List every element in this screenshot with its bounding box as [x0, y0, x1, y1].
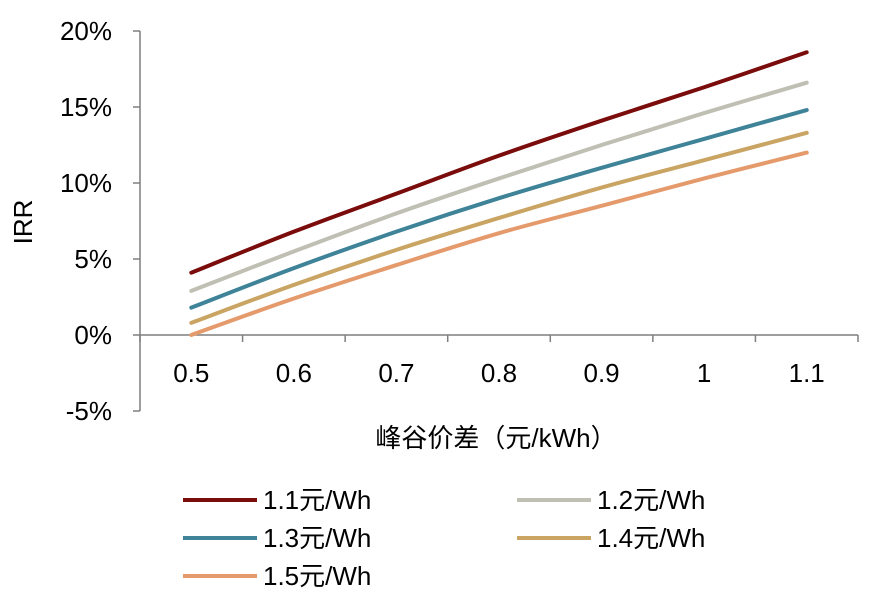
legend-label: 1.5元/Wh	[263, 561, 371, 591]
legend-label: 1.4元/Wh	[597, 523, 705, 553]
x-axis-title: 峰谷价差（元/kWh）	[375, 423, 616, 453]
legend: 1.1元/Wh 1.2元/Wh 1.3元/Wh 1.4元/Wh 1.5元/Wh	[183, 485, 705, 591]
series-line	[189, 108, 809, 310]
series-lines	[189, 50, 809, 337]
y-tick-label: 0%	[74, 320, 112, 350]
x-tick-label: 1.1	[789, 358, 825, 388]
y-tick-label: 20%	[60, 16, 112, 46]
x-tick-label: 0.7	[378, 358, 414, 388]
y-tick-label: 15%	[60, 92, 112, 122]
y-tick-label: 5%	[74, 244, 112, 274]
x-tick-label: 0.9	[583, 358, 619, 388]
x-tick-label: 0.6	[276, 358, 312, 388]
series-line	[189, 80, 809, 293]
legend-label: 1.1元/Wh	[263, 485, 371, 515]
y-axis-ticks: -5% 0% 5% 10% 15% 20%	[60, 16, 140, 426]
series-line	[189, 150, 809, 337]
legend-label: 1.2元/Wh	[597, 485, 705, 515]
series-line	[189, 130, 809, 325]
y-axis-title: IRR	[8, 200, 38, 245]
y-tick-label: 10%	[60, 168, 112, 198]
x-tick-label: 1	[697, 358, 711, 388]
x-tick-label: 0.8	[481, 358, 517, 388]
series-line	[189, 50, 809, 275]
x-tick-label: 0.5	[173, 358, 209, 388]
legend-label: 1.3元/Wh	[263, 523, 371, 553]
y-tick-label: -5%	[66, 396, 112, 426]
x-axis-ticks: 0.5 0.6 0.7 0.8 0.9 1 1.1	[139, 335, 859, 388]
